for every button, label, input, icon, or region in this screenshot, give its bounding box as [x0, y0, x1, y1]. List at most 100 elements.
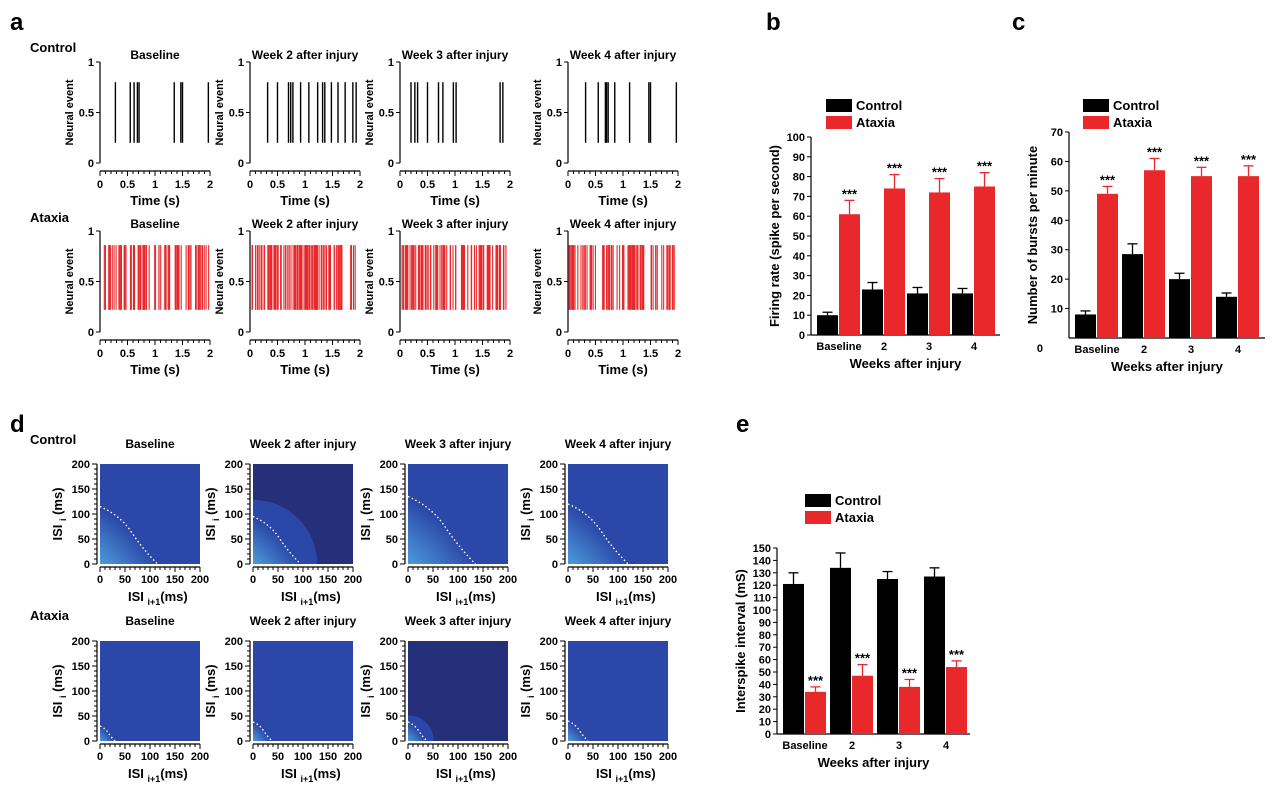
panel-c-y-tick-label: 10	[1051, 304, 1063, 316]
a-r1-c3-x-tick-label: 2	[675, 348, 681, 360]
d-r1-c1-x-label-unit: (ms)	[313, 766, 340, 781]
d-r1-c1-density-blob	[253, 715, 279, 741]
panel-b-bar-ataxia	[839, 214, 860, 335]
panel-c-significance: ***	[1241, 152, 1257, 167]
d-r0-c2-x-label-main: ISI	[436, 589, 456, 604]
d-r1-c0-y-label-sub: i	[58, 696, 68, 699]
a-r0-c2-x-tick-label: 0.5	[420, 179, 435, 191]
panel-e-legend-label: Control	[835, 493, 881, 508]
panel-c-legend-swatch	[1083, 99, 1109, 112]
a-r1-c2-x-tick-label: 1	[452, 348, 458, 360]
panel-e-y-label: Interspike interval (mS)	[733, 569, 748, 713]
d-r1-c3-x-tick-label: 200	[659, 751, 677, 763]
panel-c-y-label: Number of bursts per minute	[1025, 146, 1040, 324]
d-r1-c0-x-tick-label: 50	[119, 751, 131, 763]
a-r0-c2-x-label: Time (s)	[430, 193, 480, 208]
panel-e-bar-ataxia	[805, 691, 826, 734]
panel-c-x-tick-label: 4	[1235, 344, 1242, 356]
d-r1-c1-x-tick-label: 0	[250, 751, 256, 763]
d-r0-c3-x-label-main: ISI	[596, 589, 616, 604]
a-r1-c2-y-tick-label: 0.5	[379, 277, 394, 289]
a-r0-c0-x-tick-label: 0.5	[120, 179, 135, 191]
d-r1-c3-density-blob	[568, 714, 595, 741]
panel-b-y-tick-label: 80	[793, 172, 805, 184]
panel-c-origin-label: 0	[1037, 343, 1043, 355]
a-r1-c3-x-label: Time (s)	[598, 362, 648, 377]
panel-a-row-label-ataxia: Ataxia	[30, 210, 70, 225]
d-r0-c2-y-label: ISI i (ms)	[358, 487, 376, 540]
panel-b-bar-ataxia	[929, 192, 950, 335]
panel-b-y-label: Firing rate (spike per second)	[767, 145, 782, 327]
a-r1-c0-title: Baseline	[130, 217, 180, 231]
a-r1-c3-y-tick-label: 1	[556, 226, 562, 238]
panel-b-legend-label: Control	[856, 98, 902, 113]
panel-b-x-label: Weeks after injury	[850, 356, 963, 371]
panel-b-legend-swatch	[826, 116, 852, 129]
a-r1-c1-y-tick-label: 0.5	[229, 277, 244, 289]
a-r0-c1-y-tick-label: 0.5	[229, 108, 244, 120]
d-r0-c1-x-tick-label: 150	[319, 574, 337, 586]
a-r0-c0-x-tick-label: 1	[152, 179, 158, 191]
d-r0-c3-density-blob	[568, 483, 649, 564]
d-r0-c0-y-tick-label: 50	[78, 534, 90, 546]
a-r1-c0-x-tick-label: 1.5	[175, 348, 190, 360]
panel-b-y-tick-label: 30	[793, 271, 805, 283]
d-r0-c0-x-tick-label: 200	[191, 574, 209, 586]
d-r1-c1-y-label-sub: i	[211, 696, 221, 699]
a-r0-c2-y-tick-label: 1	[388, 57, 394, 69]
panel-letter-e: e	[736, 411, 749, 438]
a-r0-c1-x-tick-label: 2	[357, 179, 363, 191]
d-r1-c3-x-tick-label: 0	[565, 751, 571, 763]
a-r0-c0-x-tick-label: 0	[97, 179, 103, 191]
a-r1-c2-y-label: Neural event	[364, 248, 376, 314]
a-r1-c3-y-tick-label: 0	[556, 327, 562, 339]
a-r0-c2-x-tick-label: 0	[397, 179, 403, 191]
a-r1-c0-x-tick-label: 0	[97, 348, 103, 360]
d-r1-c3-contour	[567, 720, 589, 742]
d-r0-c0-title: Baseline	[125, 437, 175, 451]
d-r0-c2-y-tick-label: 150	[380, 484, 398, 496]
d-r0-c1-density-blob	[253, 499, 318, 564]
a-r0-c3-x-tick-label: 0	[565, 179, 571, 191]
d-r1-c2-y-label: ISI i (ms)	[358, 664, 376, 717]
a-r0-c1-x-tick-label: 1	[302, 179, 308, 191]
panel-b-firing-rate-chart: 0 10 20 30 40 50 60 70 80 90 100 Firing rate (spike…	[767, 98, 1000, 371]
panel-e-bar-control	[783, 583, 804, 734]
d-r1-c2-x-label-main: ISI	[436, 766, 456, 781]
d-r0-c1-y-label-sub: i	[211, 519, 221, 522]
panel-b-x-tick-label: 3	[926, 341, 932, 353]
panel-c-legend-swatch	[1083, 116, 1109, 129]
panel-b-x-tick-label: 2	[881, 341, 887, 353]
d-r0-c3-y-tick-label: 0	[552, 559, 558, 571]
a-r1-c2-x-tick-label: 2	[507, 348, 513, 360]
d-r1-c3-x-tick-label: 50	[587, 751, 599, 763]
panel-c-y-tick-label: 20	[1051, 274, 1063, 286]
a-r1-c3-y-tick-label: 0.5	[547, 277, 562, 289]
d-r0-c3-y-label-unit: (ms)	[518, 487, 533, 518]
d-r1-c2-x-tick-label: 100	[449, 751, 467, 763]
panel-c-y-tick-label: 60	[1051, 156, 1063, 168]
d-r0-c1-x-tick-label: 100	[294, 574, 312, 586]
a-r1-c2-x-tick-label: 0.5	[420, 348, 435, 360]
panel-e-bar-ataxia	[852, 675, 873, 734]
d-r0-c1-x-label-main: ISI	[281, 589, 301, 604]
a-r1-c0-x-tick-label: 1	[152, 348, 158, 360]
panel-e-bar-control	[830, 567, 851, 734]
panel-e-bar-control	[877, 579, 898, 734]
d-r0-c3-y-label-sub: i	[526, 519, 536, 522]
d-r1-c1-y-tick-label: 50	[231, 711, 243, 723]
d-r1-c3-x-label-main: ISI	[596, 766, 616, 781]
d-r1-c2-y-label-sub: i	[366, 696, 376, 699]
panel-d-row-label-ataxia: Ataxia	[30, 608, 70, 623]
panel-c-legend-label: Ataxia	[1113, 115, 1153, 130]
panel-b-y-tick-label: 90	[793, 152, 805, 164]
panel-e-y-tick-label: 140	[753, 555, 771, 567]
d-r1-c3-y-tick-label: 200	[540, 636, 558, 648]
panel-b-y-tick-label: 50	[793, 231, 805, 243]
d-r0-c2-y-label-sub: i	[366, 519, 376, 522]
d-r0-c0-y-label-unit: (ms)	[50, 487, 65, 518]
d-r1-c2-x-label-unit: (ms)	[468, 766, 495, 781]
d-r0-c2-y-tick-label: 200	[380, 459, 398, 471]
a-r1-c1-y-tick-label: 0	[238, 327, 244, 339]
